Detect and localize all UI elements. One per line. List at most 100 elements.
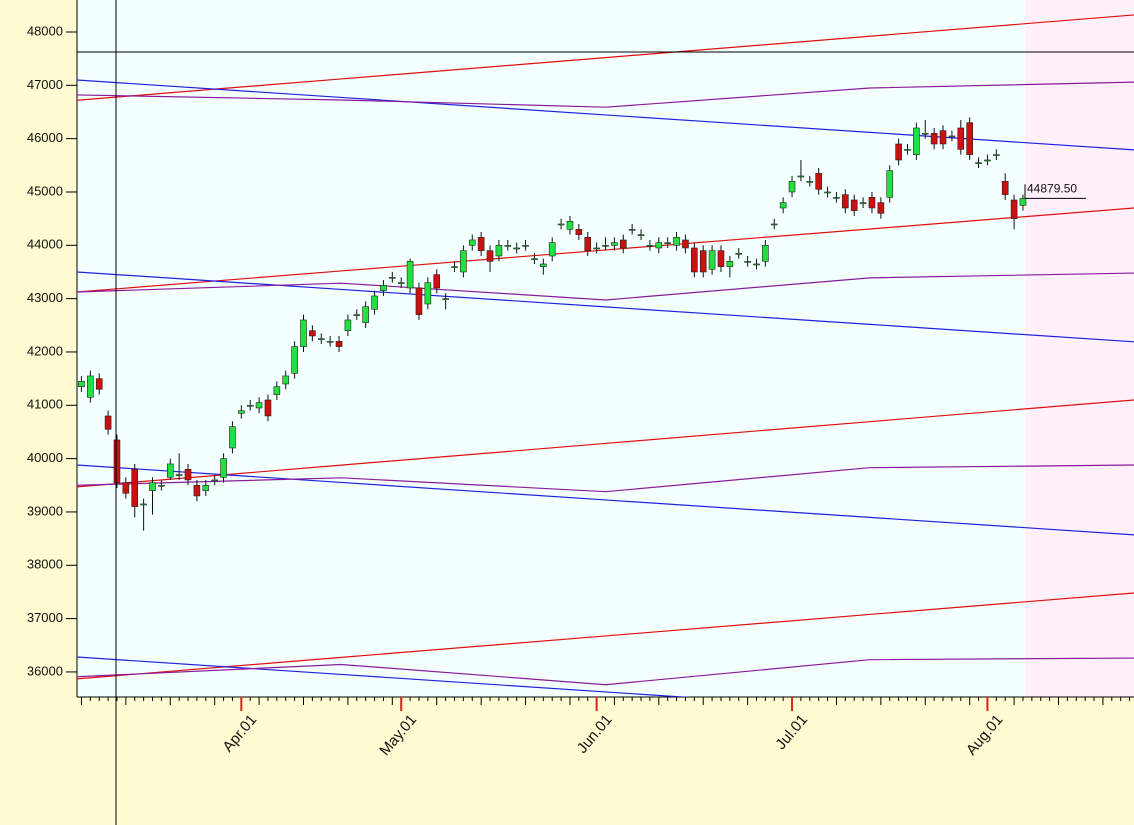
candle-body <box>131 468 139 507</box>
candle-body <box>575 229 583 235</box>
candle-body <box>584 237 592 251</box>
candle-body <box>87 375 94 398</box>
candle-body <box>673 237 680 246</box>
channel-line <box>77 272 1134 301</box>
candle-body <box>380 285 387 291</box>
candle-group <box>78 117 1027 531</box>
candle-body <box>779 202 787 209</box>
candle-body <box>797 175 805 178</box>
overlay-group <box>77 14 1134 697</box>
candle-body <box>202 484 210 491</box>
x-tick-label: May.01 <box>376 711 420 759</box>
candle-body <box>211 479 218 482</box>
candle-body <box>1010 199 1018 219</box>
y-tick-label: 45000 <box>27 183 63 198</box>
candle-body <box>708 250 716 270</box>
candle-body <box>948 135 956 138</box>
y-tick-label: 39000 <box>27 503 63 518</box>
candle-body <box>611 242 618 246</box>
candle-body <box>451 266 458 268</box>
candle-body <box>220 458 227 478</box>
x-tick-label: Jul.01 <box>772 711 811 753</box>
candle-body <box>513 247 520 250</box>
y-tick-label: 38000 <box>27 557 63 572</box>
candle-body <box>877 202 885 214</box>
channel-line <box>77 271 1134 343</box>
candle-body <box>460 250 467 273</box>
candle-body <box>691 247 698 273</box>
candle-body <box>433 274 441 289</box>
candle-body <box>175 474 183 476</box>
candle-body <box>273 386 281 395</box>
y-tick-label: 43000 <box>27 290 63 305</box>
candle-body <box>406 261 414 289</box>
candle-body <box>140 503 147 506</box>
candle-body <box>424 282 432 305</box>
candle-body <box>264 399 272 417</box>
candle-body <box>593 247 600 250</box>
candle-body <box>815 173 822 190</box>
channel-line <box>77 592 1134 680</box>
candle-body <box>282 375 290 385</box>
candle-body <box>522 245 529 247</box>
channel-line <box>77 81 1134 108</box>
candle-body <box>957 127 965 150</box>
plot-area <box>77 0 1134 697</box>
last-price-label: 44879.50 <box>1027 182 1077 196</box>
candle-body <box>993 154 1000 156</box>
candle-body <box>859 202 867 204</box>
candle-body <box>166 463 174 478</box>
candle-body <box>984 159 991 162</box>
candle-body <box>309 330 316 337</box>
future-zone <box>1025 0 1134 697</box>
candle-body <box>371 295 378 310</box>
candle-body <box>842 194 849 209</box>
candle-body <box>664 242 671 244</box>
candle-body <box>975 162 982 164</box>
candle-body <box>184 468 192 481</box>
candle-body <box>939 130 947 145</box>
candle-body <box>149 482 156 491</box>
candle-body <box>806 181 814 183</box>
candle-body <box>344 319 352 331</box>
y-tick-label: 47000 <box>27 77 63 92</box>
candle-body <box>255 402 263 409</box>
y-tick-label: 42000 <box>27 343 63 358</box>
candle-body <box>833 197 840 199</box>
x-tick-label: Jun.01 <box>574 711 616 756</box>
candle-body <box>317 338 325 340</box>
candle-body <box>362 306 369 323</box>
candle-body <box>655 242 663 249</box>
candle-body <box>335 341 343 347</box>
candle-body <box>389 277 396 279</box>
candle-body <box>699 250 707 273</box>
candle-body <box>246 404 254 407</box>
candle-body <box>753 263 760 266</box>
y-tick-label: 37000 <box>27 610 63 625</box>
candle-body <box>566 221 574 230</box>
channel-line <box>77 464 1134 493</box>
candle-body <box>397 282 405 284</box>
candle-body <box>78 380 85 387</box>
candle-body <box>238 410 245 414</box>
candle-body <box>557 223 565 226</box>
candle-body <box>619 239 627 249</box>
channel-line <box>77 464 1134 536</box>
candle-body <box>158 484 165 487</box>
candle-body <box>886 170 894 198</box>
candle-body <box>326 341 334 343</box>
candle-body <box>104 415 112 430</box>
candle-body <box>229 426 236 449</box>
candle-body <box>531 258 538 260</box>
y-tick-label: 40000 <box>27 450 63 465</box>
candle-body <box>868 197 876 209</box>
y-tick-label: 48000 <box>27 23 63 38</box>
y-tick-label: 36000 <box>27 663 63 678</box>
candle-body <box>486 250 494 262</box>
candle-body <box>744 261 751 263</box>
candle-body <box>300 319 307 347</box>
channel-line <box>77 399 1134 488</box>
candle-body <box>113 439 121 483</box>
candle-body <box>904 149 911 151</box>
